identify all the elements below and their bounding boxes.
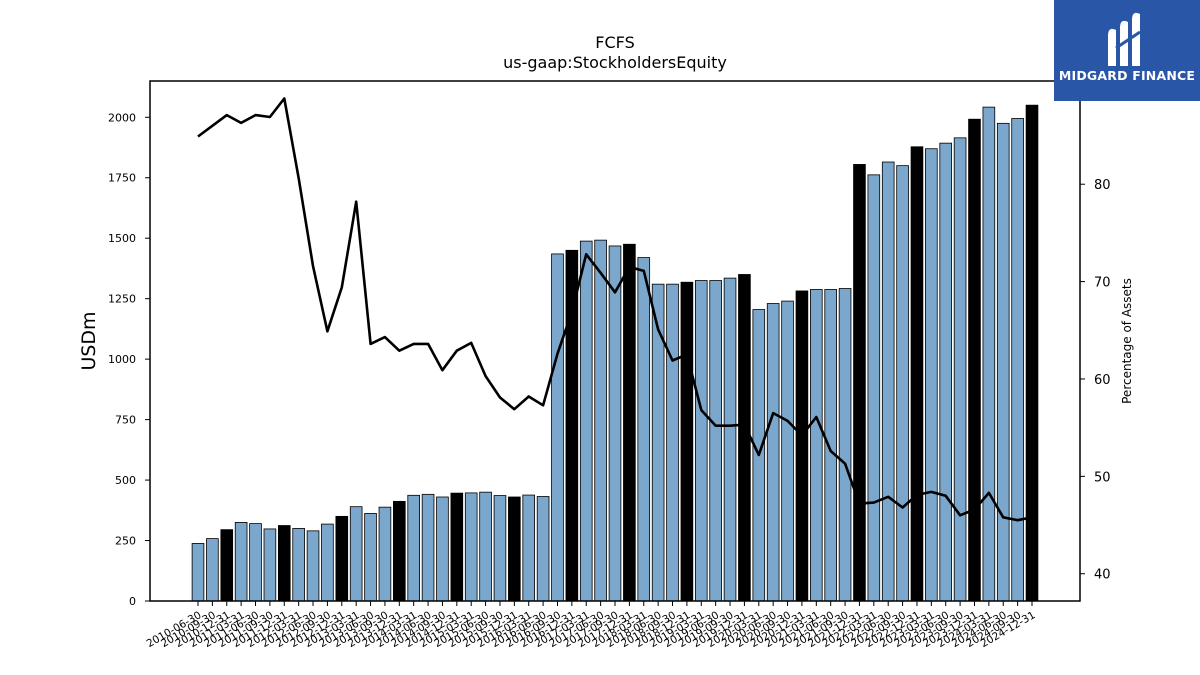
x-axis: 2010-06-302010-09-302010-12-312011-03-31…	[145, 601, 1038, 650]
bar	[623, 243, 636, 602]
y2-tick-label: 50	[1094, 470, 1111, 485]
y-tick-label: 1000	[108, 353, 136, 366]
bar	[551, 253, 564, 602]
chart-title: FCFS	[595, 33, 634, 52]
bar	[680, 281, 694, 602]
bar	[996, 122, 1010, 602]
bar	[579, 240, 593, 602]
bar	[292, 528, 305, 602]
bar	[637, 257, 651, 602]
bar	[306, 530, 320, 602]
bar	[536, 496, 550, 602]
y2-axis-label: Percentage of Assets	[1120, 278, 1134, 404]
y-axis-label: USDm	[78, 311, 100, 370]
y-tick-label: 0	[129, 595, 136, 608]
bar	[795, 290, 809, 602]
bar	[838, 288, 852, 602]
bar	[824, 289, 837, 602]
bar	[493, 495, 507, 602]
bar	[364, 513, 377, 602]
bar	[393, 500, 406, 602]
bar	[508, 496, 521, 602]
bar	[263, 528, 277, 602]
y2-tick-label: 70	[1094, 276, 1111, 291]
brand-logo: MIDGARD FINANCE	[1054, 0, 1200, 101]
bar	[709, 280, 722, 602]
y-axis-right: 40 50 60 70 80	[1080, 178, 1111, 583]
bar	[321, 523, 334, 602]
bar	[206, 538, 219, 602]
bar	[925, 148, 938, 602]
y-tick-label: 750	[115, 414, 136, 427]
bar	[910, 146, 924, 602]
bar	[968, 118, 981, 602]
bar	[436, 496, 449, 602]
bar	[738, 274, 751, 602]
bar	[349, 506, 363, 602]
y-axis-left: 0 250 500 750 1000 1250 1500 1750 2000	[108, 111, 150, 608]
y2-tick-label: 80	[1094, 178, 1111, 193]
bar	[421, 493, 435, 602]
bar	[249, 523, 262, 602]
bar	[953, 137, 967, 602]
line-path	[197, 97, 1033, 522]
bar	[881, 161, 895, 602]
bar	[867, 174, 881, 602]
bar-series	[191, 104, 1039, 602]
y2-tick-label: 40	[1094, 568, 1111, 583]
midgard-m-logo-icon	[1108, 12, 1141, 66]
bar	[694, 280, 708, 602]
y-tick-label: 500	[115, 474, 136, 487]
bar	[191, 543, 205, 602]
bar	[450, 492, 464, 602]
chart-subtitle: us-gaap:StockholdersEquity	[503, 53, 727, 72]
y-tick-label: 1250	[108, 293, 136, 306]
brand-name: MIDGARD FINANCE	[1058, 68, 1196, 83]
bar	[896, 165, 909, 602]
bar	[594, 239, 607, 602]
bar	[220, 529, 234, 602]
bar	[982, 106, 996, 602]
bar	[234, 521, 248, 602]
bar	[939, 142, 953, 602]
line-series	[197, 97, 1033, 522]
bar	[781, 300, 794, 602]
bar	[335, 515, 349, 602]
bar	[853, 164, 866, 602]
bar	[666, 283, 679, 602]
bar	[766, 303, 780, 602]
bar	[522, 494, 536, 602]
bar	[464, 492, 478, 602]
y-tick-label: 250	[115, 535, 136, 548]
bar	[608, 245, 622, 602]
bar	[1025, 104, 1039, 602]
bar	[479, 491, 492, 602]
y-tick-label: 2000	[108, 111, 136, 124]
y2-tick-label: 60	[1094, 373, 1111, 388]
bar	[277, 525, 291, 602]
bar	[565, 249, 579, 602]
bar	[723, 277, 737, 602]
bar	[810, 289, 823, 602]
bar	[407, 494, 420, 602]
bar	[1011, 118, 1024, 602]
bar	[378, 506, 392, 602]
y-tick-label: 1750	[108, 172, 136, 185]
y-tick-label: 1500	[108, 232, 136, 245]
